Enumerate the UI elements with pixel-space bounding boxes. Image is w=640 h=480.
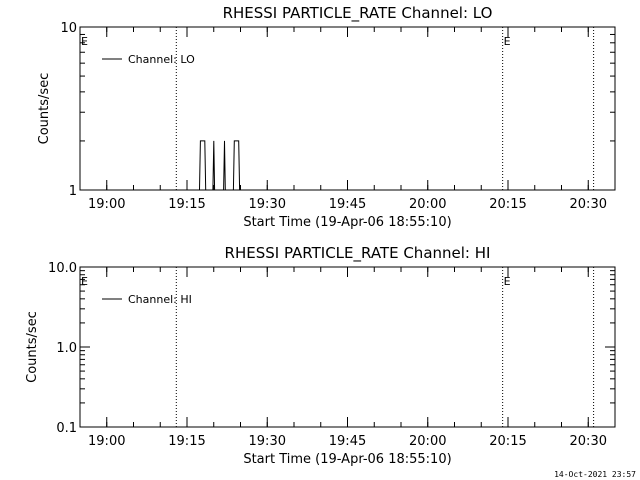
x-tick-label: 20:15 <box>489 197 526 212</box>
x-tick-label: 19:30 <box>249 434 286 449</box>
y-axis-label: Counts/sec <box>25 311 40 383</box>
x-tick-label: 19:15 <box>168 434 205 449</box>
panel-lo: RHESSI PARTICLE_RATE Channel: LO 1 10 Count… <box>37 4 616 230</box>
y-tick-label: 1.0 <box>56 341 77 356</box>
y-axis-label: Counts/sec <box>37 73 52 145</box>
x-tick-label: 20:00 <box>409 434 446 449</box>
x-tick-label: 19:00 <box>88 434 125 449</box>
legend-label: Channel: HI <box>128 293 192 306</box>
y-tick-label: 1 <box>69 184 77 199</box>
chart-title: RHESSI PARTICLE_RATE Channel: LO <box>223 4 493 23</box>
x-tick-label: 20:15 <box>489 434 526 449</box>
plot-frame <box>79 26 616 191</box>
x-tick-label: 19:45 <box>329 434 366 449</box>
chart-title: RHESSI PARTICLE_RATE Channel: HI <box>225 244 491 263</box>
x-tick-label: 20:00 <box>409 197 446 212</box>
x-tick-label: 19:15 <box>168 197 205 212</box>
legend-label: Channel: LO <box>128 53 195 66</box>
y-tick-label: 10 <box>60 21 77 36</box>
start-flag: E <box>81 275 88 288</box>
x-tick-label: 20:30 <box>570 434 607 449</box>
series-line-lo <box>199 140 241 191</box>
start-flag: E <box>81 35 88 48</box>
event-flag: E <box>504 275 511 288</box>
y-tick-label: 0.1 <box>56 421 77 436</box>
y-tick-label: 10.0 <box>48 261 77 276</box>
x-tick-label: 19:00 <box>88 197 125 212</box>
x-tick-label: 20:30 <box>570 197 607 212</box>
x-axis-label: Start Time (19-Apr-06 18:55:10) <box>243 215 451 230</box>
x-tick-label: 19:45 <box>329 197 366 212</box>
panel-hi: RHESSI PARTICLE_RATE Channel: HI 0.1 1.0 10… <box>25 244 616 467</box>
x-axis-label: Start Time (19-Apr-06 18:55:10) <box>243 452 451 467</box>
x-tick-label: 19:30 <box>249 197 286 212</box>
footer-timestamp: 14-Oct-2021 23:57 <box>554 470 636 479</box>
plot-frame <box>79 266 616 428</box>
event-flag: E <box>504 35 511 48</box>
